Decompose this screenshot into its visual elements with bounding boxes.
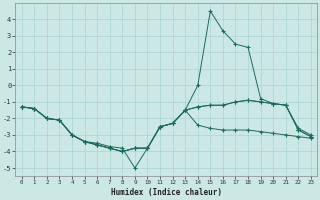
X-axis label: Humidex (Indice chaleur): Humidex (Indice chaleur) (111, 188, 222, 197)
